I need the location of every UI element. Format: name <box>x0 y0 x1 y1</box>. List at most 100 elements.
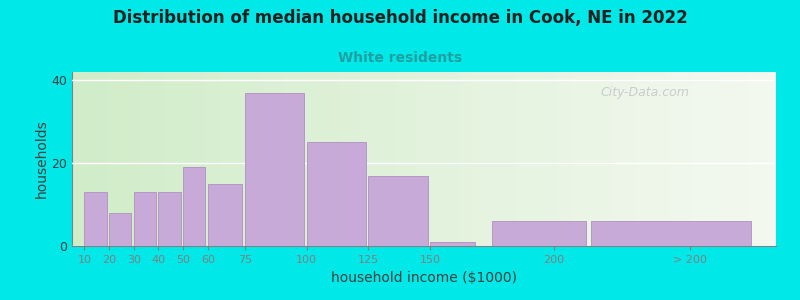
Bar <box>417 72 424 246</box>
Bar <box>698 72 706 246</box>
Bar <box>93 72 100 246</box>
Bar <box>304 72 311 246</box>
Bar <box>248 72 255 246</box>
Bar <box>663 72 670 246</box>
X-axis label: household income ($1000): household income ($1000) <box>331 271 517 285</box>
Bar <box>374 72 382 246</box>
Text: City-Data.com: City-Data.com <box>600 86 689 99</box>
Bar <box>720 72 726 246</box>
Bar <box>656 72 663 246</box>
Bar <box>769 72 776 246</box>
Bar <box>466 72 474 246</box>
Bar <box>389 72 396 246</box>
Bar <box>572 72 579 246</box>
Bar <box>100 72 107 246</box>
Bar <box>134 192 156 246</box>
Bar <box>537 72 544 246</box>
Bar <box>339 72 346 246</box>
Bar <box>354 72 361 246</box>
Bar <box>220 72 227 246</box>
Bar <box>283 72 290 246</box>
Bar <box>158 192 181 246</box>
Bar <box>713 72 720 246</box>
Bar <box>502 72 509 246</box>
Bar <box>198 72 206 246</box>
Bar <box>670 72 678 246</box>
Bar <box>650 72 656 246</box>
Bar <box>480 72 487 246</box>
Bar <box>135 72 142 246</box>
Bar <box>107 72 114 246</box>
Bar <box>346 72 354 246</box>
Bar <box>515 72 522 246</box>
Bar <box>396 72 403 246</box>
Bar <box>748 72 755 246</box>
Bar <box>276 72 283 246</box>
Bar <box>170 72 178 246</box>
Bar <box>530 72 537 246</box>
Bar <box>361 72 368 246</box>
Bar <box>565 72 572 246</box>
Bar <box>382 72 389 246</box>
Bar <box>157 72 163 246</box>
Bar <box>431 72 438 246</box>
Bar <box>290 72 298 246</box>
Bar <box>741 72 748 246</box>
Text: Distribution of median household income in Cook, NE in 2022: Distribution of median household income … <box>113 9 687 27</box>
Bar <box>474 72 480 246</box>
Bar <box>509 72 515 246</box>
Bar <box>86 72 93 246</box>
Bar <box>150 72 157 246</box>
Bar <box>84 192 106 246</box>
Bar <box>227 72 234 246</box>
Bar <box>109 213 131 246</box>
Bar <box>311 72 318 246</box>
Bar <box>128 72 135 246</box>
Bar <box>368 72 374 246</box>
Bar <box>685 72 691 246</box>
Bar <box>691 72 698 246</box>
Bar <box>298 72 304 246</box>
Bar <box>706 72 713 246</box>
Bar <box>142 72 150 246</box>
Bar <box>178 72 185 246</box>
Bar <box>558 72 565 246</box>
Bar <box>614 72 621 246</box>
Bar <box>410 72 417 246</box>
Bar <box>487 72 494 246</box>
Bar <box>369 176 428 246</box>
Bar <box>550 72 558 246</box>
Bar <box>621 72 628 246</box>
Bar <box>269 72 276 246</box>
Bar <box>114 72 122 246</box>
Bar <box>452 72 459 246</box>
Bar <box>755 72 762 246</box>
Bar <box>678 72 685 246</box>
Bar <box>445 72 452 246</box>
Bar <box>762 72 769 246</box>
Bar <box>318 72 326 246</box>
Bar <box>72 72 79 246</box>
Bar <box>208 184 242 246</box>
Bar <box>403 72 410 246</box>
Bar <box>206 72 213 246</box>
Bar <box>586 72 593 246</box>
Bar <box>326 72 333 246</box>
Bar <box>579 72 586 246</box>
Bar <box>600 72 607 246</box>
Bar <box>306 142 366 246</box>
Bar <box>492 221 586 246</box>
Bar <box>245 93 304 246</box>
Bar <box>333 72 339 246</box>
Bar <box>185 72 192 246</box>
Bar <box>79 72 86 246</box>
Bar <box>635 72 642 246</box>
Bar <box>726 72 734 246</box>
Bar <box>544 72 550 246</box>
Bar <box>438 72 445 246</box>
Bar <box>734 72 741 246</box>
Bar <box>593 72 600 246</box>
Bar <box>522 72 530 246</box>
Bar <box>424 72 431 246</box>
Bar <box>494 72 502 246</box>
